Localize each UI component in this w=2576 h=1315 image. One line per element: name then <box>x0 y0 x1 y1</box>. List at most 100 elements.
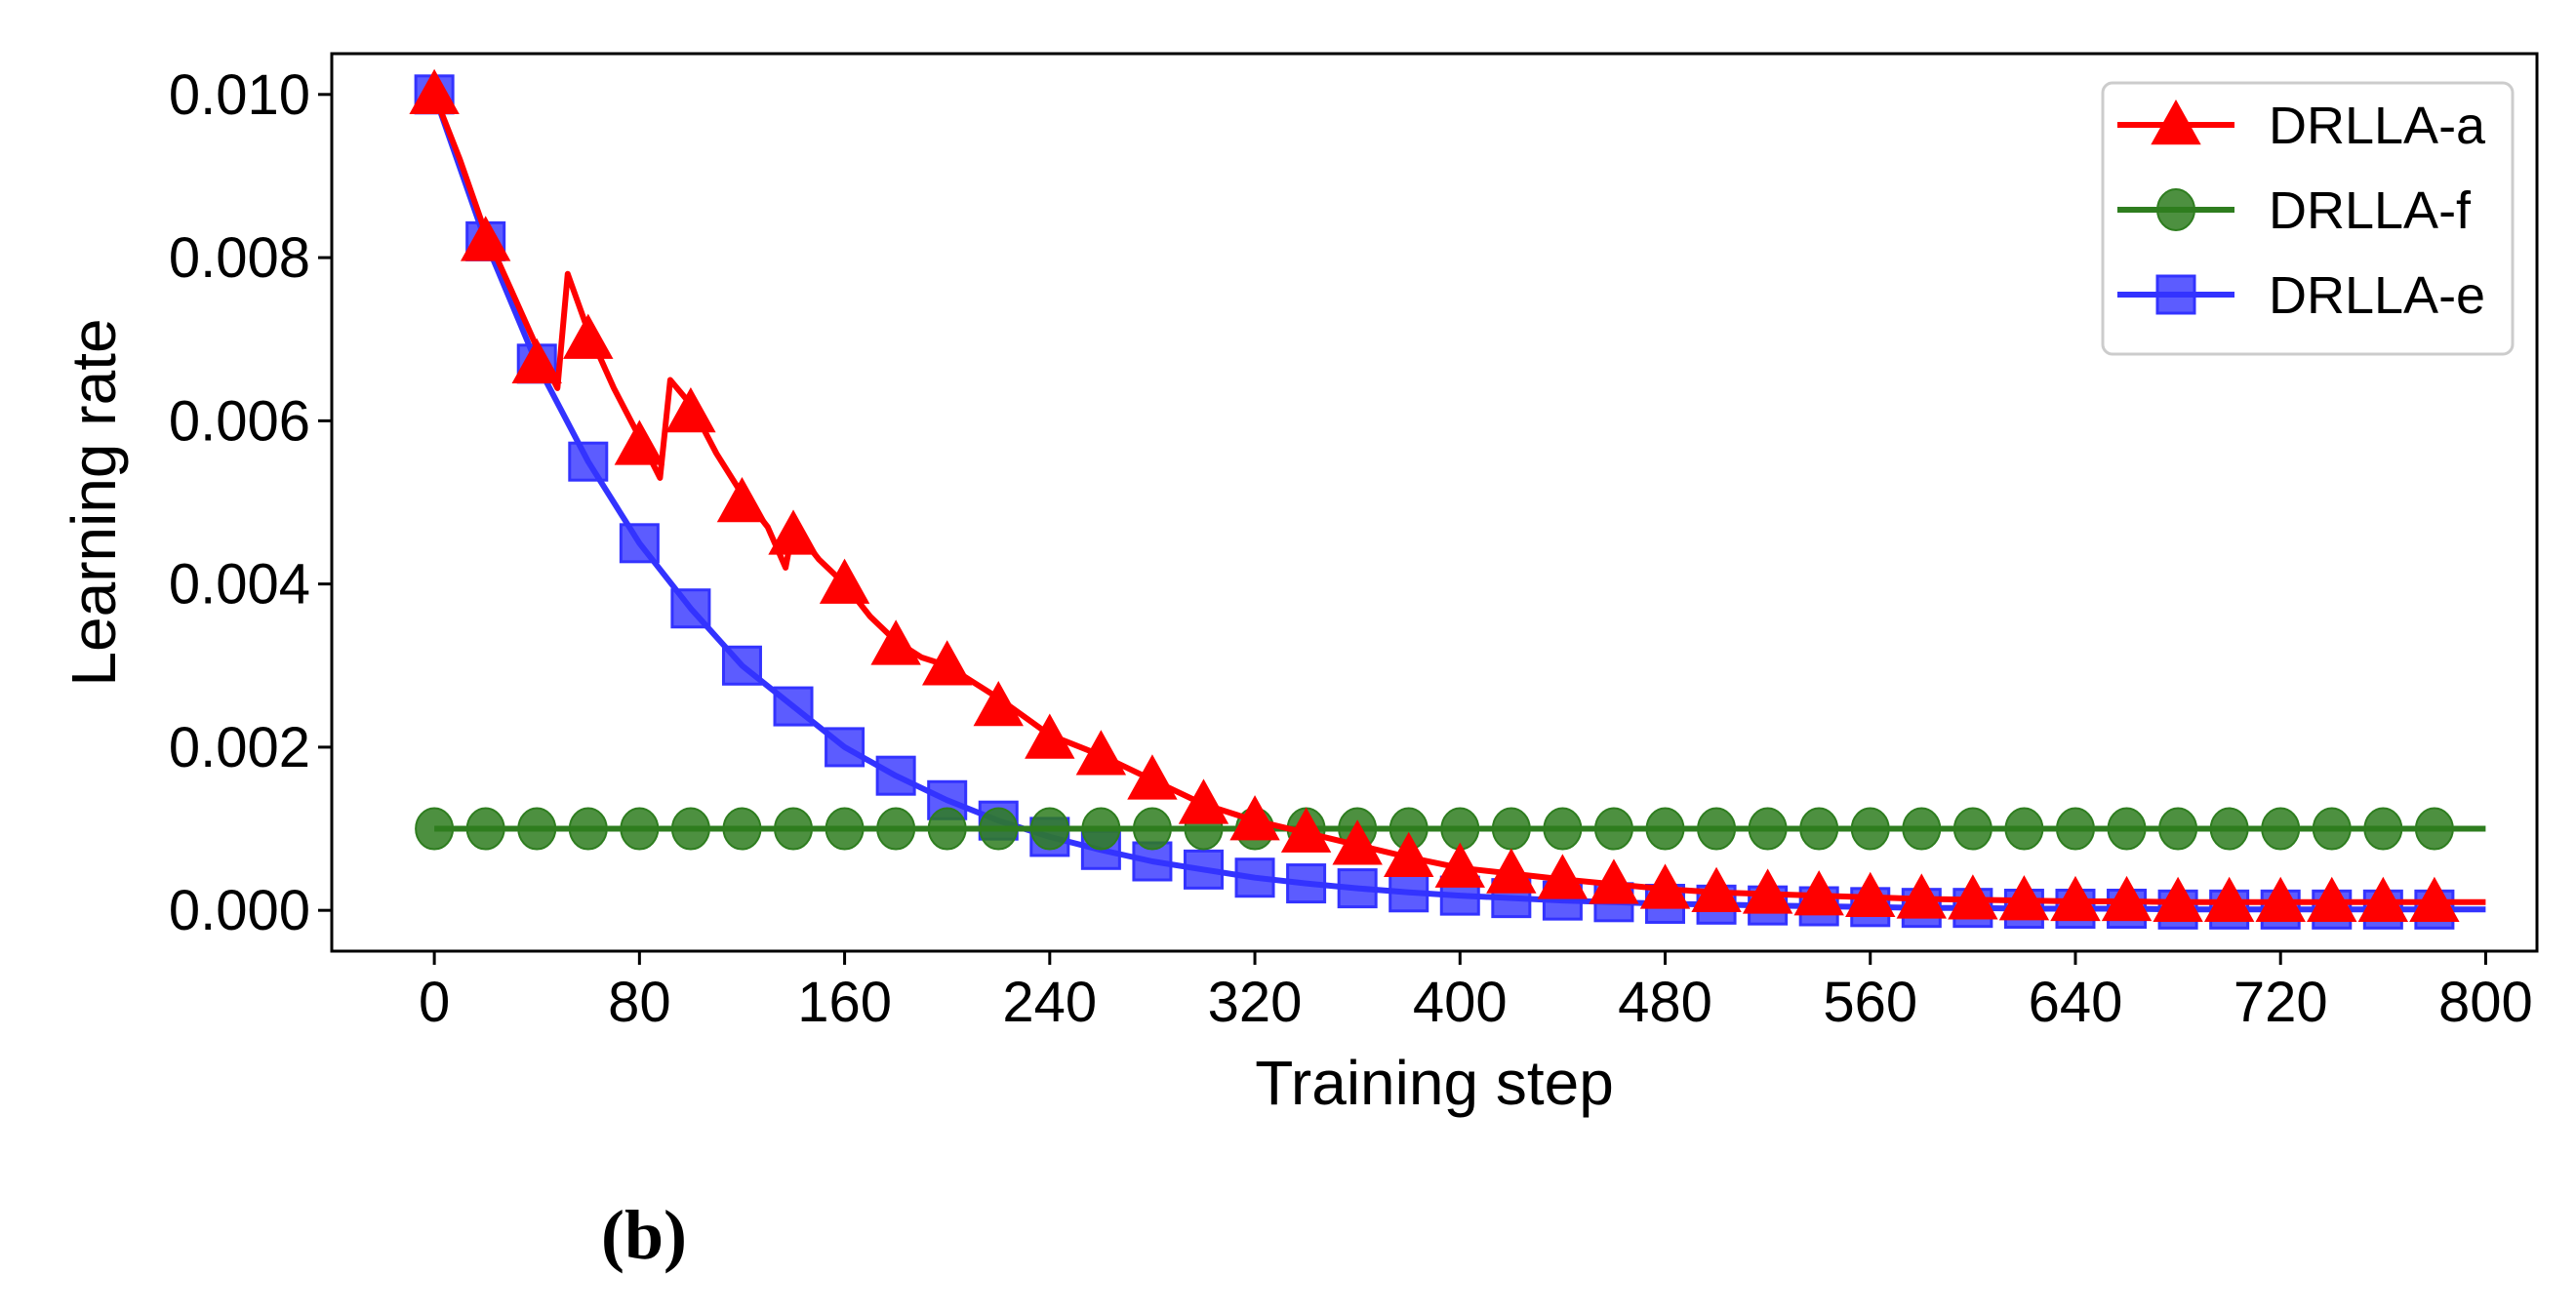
y-tick-label: 0.010 <box>169 63 310 127</box>
x-tick-label: 400 <box>1413 971 1508 1034</box>
y-tick-label: 0.002 <box>169 716 310 779</box>
legend-label: DRLLA-e <box>2269 266 2485 325</box>
data-point-circle <box>1491 807 1531 851</box>
data-point-circle <box>2004 807 2044 851</box>
data-point-triangle <box>409 68 460 115</box>
data-point-circle <box>2261 807 2301 851</box>
legend: DRLLA-a DRLLA-f DRLLA-e <box>2101 81 2515 356</box>
data-point-triangle <box>1691 866 1742 912</box>
data-point-triangle <box>1589 858 1639 904</box>
data-point-triangle <box>870 619 921 665</box>
data-point-circle <box>876 807 916 851</box>
legend-label: DRLLA-a <box>2269 97 2486 155</box>
data-point-triangle <box>1845 871 1896 917</box>
data-point-triangle <box>1434 842 1485 888</box>
data-point-triangle <box>2153 876 2203 923</box>
x-axis-title: Training step <box>1255 1048 1614 1118</box>
data-point-square <box>1183 849 1224 890</box>
data-point-triangle <box>1229 795 1280 841</box>
legend-item-drlla-f: DRLLA-f <box>2117 181 2472 240</box>
data-point-circle <box>1697 807 1737 851</box>
data-point-triangle <box>1332 819 1383 865</box>
data-point-square <box>1389 872 1429 913</box>
data-point-triangle <box>2101 875 2153 922</box>
data-point-triangle <box>716 476 768 523</box>
x-tick-label: 560 <box>1823 971 1917 1034</box>
data-point-square <box>1286 863 1327 904</box>
x-tick-label: 0 <box>419 971 450 1034</box>
legend-label: DRLLA-f <box>2269 181 2472 240</box>
legend-marker <box>2151 99 2201 145</box>
data-point-triangle <box>2203 876 2255 923</box>
data-point-triangle <box>768 509 819 555</box>
data-point-circle <box>620 807 660 851</box>
data-point-triangle <box>1025 713 1075 759</box>
data-point-square <box>1337 868 1378 909</box>
data-point-circle <box>1593 807 1633 851</box>
data-point-triangle <box>1280 807 1332 853</box>
data-point-triangle <box>1998 875 2050 921</box>
data-point-triangle <box>460 216 511 261</box>
figure-caption: (b) <box>601 1196 687 1274</box>
x-tick-label: 80 <box>608 971 671 1034</box>
data-point-circle <box>1952 807 1992 851</box>
legend-item-drlla-a: DRLLA-a <box>2117 97 2486 155</box>
data-point-square <box>670 588 711 629</box>
data-point-circle <box>927 807 967 851</box>
data-point-circle <box>2414 807 2454 851</box>
data-point-triangle <box>511 338 562 384</box>
data-point-circle <box>1799 807 1839 851</box>
data-point-circle <box>1902 807 1942 851</box>
series-drlla-a <box>409 68 2486 923</box>
line-chart: 0 80 160 240 320 400 480 560 640 720 800 0.000 0.002… <box>59 52 2539 1118</box>
x-tick-label: 240 <box>1002 971 1097 1034</box>
data-point-triangle <box>665 386 716 433</box>
x-tick-label: 800 <box>2438 971 2533 1034</box>
data-point-triangle <box>2307 876 2357 923</box>
data-point-circle <box>2312 807 2352 851</box>
y-tick-label: 0.000 <box>169 879 310 942</box>
data-point-triangle <box>1486 848 1537 894</box>
data-point-triangle <box>1178 778 1229 824</box>
data-point-triangle <box>1384 831 1434 878</box>
y-axis-title: Learning rate <box>59 318 129 686</box>
legend-item-drlla-e: DRLLA-e <box>2117 266 2485 325</box>
y-tick-label: 0.004 <box>169 553 310 617</box>
data-point-circle <box>2107 807 2147 851</box>
series-drlla-f <box>415 807 2486 851</box>
data-point-triangle <box>1537 854 1589 899</box>
data-point-triangle <box>563 313 614 359</box>
y-tick-label: 0.006 <box>169 389 310 453</box>
data-point-triangle <box>973 681 1024 727</box>
data-point-triangle <box>1793 870 1844 916</box>
x-tick-label: 480 <box>1618 971 1712 1034</box>
data-point-triangle <box>2409 876 2460 923</box>
data-point-circle <box>465 807 505 851</box>
legend-marker <box>2155 274 2196 315</box>
data-point-triangle <box>2255 876 2306 923</box>
data-point-triangle <box>1639 863 1691 909</box>
data-point-circle <box>2209 807 2249 851</box>
data-point-circle <box>2158 807 2198 851</box>
data-point-circle <box>722 807 762 851</box>
data-point-square <box>773 686 814 727</box>
plot-frame <box>330 52 2539 953</box>
data-point-square <box>1234 857 1275 898</box>
data-point-triangle <box>2050 875 2101 922</box>
data-point-circle <box>2055 807 2095 851</box>
data-point-triangle <box>1896 873 1948 919</box>
data-point-square <box>721 645 762 686</box>
data-point-circle <box>670 807 710 851</box>
data-point-circle <box>1748 807 1788 851</box>
legend-frame <box>2101 81 2515 356</box>
data-point-circle <box>1645 807 1685 851</box>
series-layer <box>409 68 2486 930</box>
data-point-triangle <box>1948 874 1998 920</box>
x-tick-label: 160 <box>797 971 892 1034</box>
data-point-circle <box>825 807 865 851</box>
y-tick-label: 0.008 <box>169 226 310 290</box>
data-point-circle <box>568 807 608 851</box>
data-point-square <box>875 755 916 796</box>
axes-layer: 0 80 160 240 320 400 480 560 640 720 800 0.000 0.002… <box>169 63 2533 1034</box>
data-point-circle <box>2363 807 2403 851</box>
